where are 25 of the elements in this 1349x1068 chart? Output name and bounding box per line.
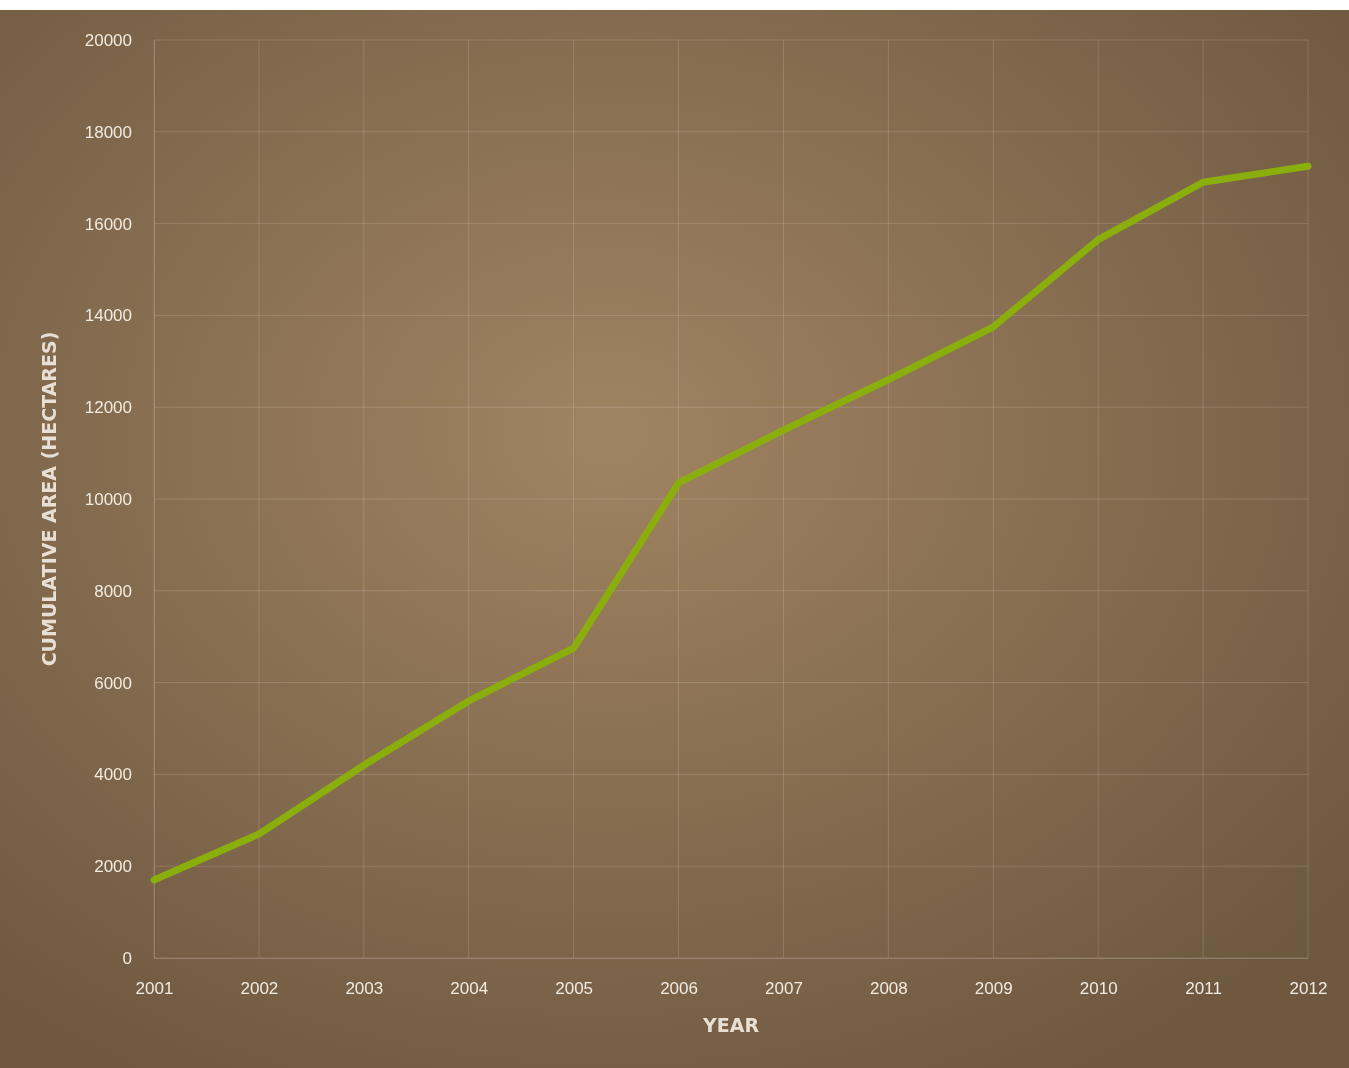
y-tick-label: 8000 [94,581,132,601]
y-tick-label: 20000 [84,30,132,50]
y-tick-label: 14000 [84,306,132,326]
x-tick-label: 2006 [660,979,698,999]
x-tick-label: 2010 [1079,979,1118,999]
x-tick-label: 2005 [555,979,594,999]
y-tick-label: 10000 [84,489,132,509]
x-tick-label: 2007 [765,979,803,999]
x-tick-label: 2008 [869,979,908,999]
y-axis-title: CUMULATIVE AREA (HECTARES) [38,331,60,667]
x-tick-label: 2011 [1185,979,1222,999]
y-tick-label: 4000 [94,765,132,785]
x-axis-title: YEAR [701,1014,760,1036]
x-tick-label: 2012 [1289,979,1328,999]
x-tick-label: 2009 [974,979,1013,999]
y-tick-label: 2000 [94,857,132,877]
y-tick-label: 16000 [84,214,132,234]
x-tick-label: 2001 [135,979,174,999]
x-tick-label: 2003 [345,979,384,999]
y-tick-label: 18000 [84,122,132,142]
y-tick-label: 0 [122,948,132,968]
x-tick-label: 2004 [450,979,489,999]
x-tick-label: 2002 [240,979,279,999]
y-tick-label: 6000 [94,673,132,693]
y-tick-label: 12000 [84,398,132,418]
